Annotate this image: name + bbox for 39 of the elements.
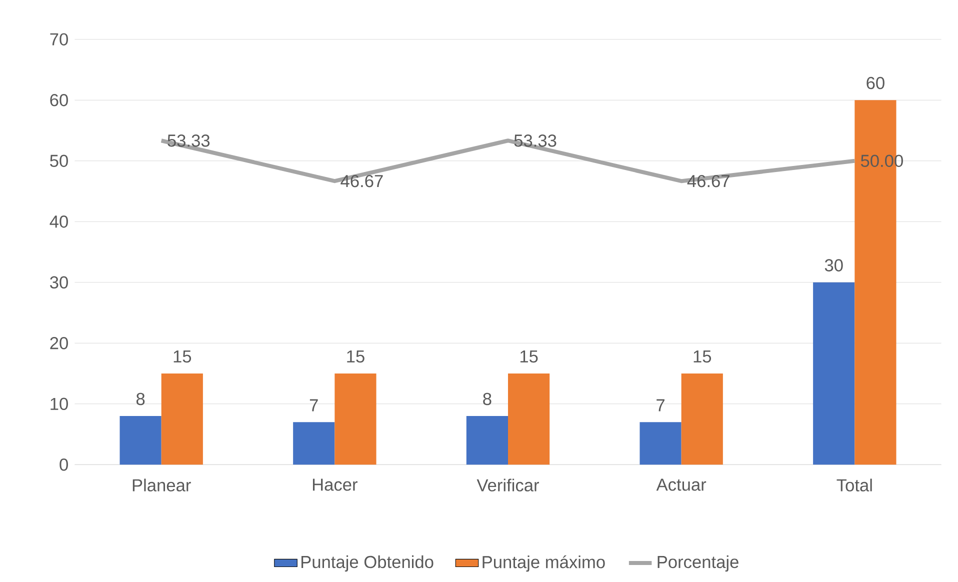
data-label: 53.33	[514, 134, 556, 147]
data-label: 15	[174, 350, 192, 363]
data-label: 46.67	[340, 174, 383, 188]
y-tick-label: 10	[50, 398, 68, 410]
bar	[161, 374, 203, 465]
legend-label: Puntaje máximo	[482, 555, 605, 572]
data-label: 30	[824, 259, 843, 272]
y-tick-label: 20	[50, 336, 68, 350]
x-tick-label: Planear	[132, 478, 191, 492]
data-label: 7	[310, 399, 318, 412]
bar	[466, 416, 508, 465]
data-label: 8	[483, 392, 492, 406]
bar	[681, 374, 723, 465]
bar	[508, 374, 550, 465]
bar	[640, 422, 682, 465]
data-label: 7	[656, 399, 664, 412]
legend-label: Porcentaje	[658, 555, 738, 572]
x-tick-label: Verificar	[476, 478, 540, 492]
x-tick-label: Hacer	[312, 478, 358, 491]
bar	[813, 282, 855, 465]
data-label: 53.33	[168, 134, 210, 147]
y-tick-label: 60	[50, 94, 68, 106]
y-tick-label: 30	[50, 276, 68, 289]
data-label: 15	[520, 350, 538, 363]
x-tick-label: Actuar	[656, 478, 706, 491]
data-label: 15	[694, 350, 712, 363]
bar	[293, 422, 335, 465]
data-label: 60	[866, 76, 884, 90]
bar	[120, 416, 162, 465]
bar	[334, 374, 376, 465]
y-tick-label: 70	[50, 33, 68, 46]
y-tick-label: 0	[60, 458, 68, 471]
data-label: 8	[136, 392, 145, 406]
y-tick-label: 40	[50, 215, 68, 228]
legend-label: Puntaje Obtenido	[301, 555, 434, 572]
data-label: 46.67	[687, 174, 730, 188]
x-tick-label: Total	[836, 478, 872, 492]
data-label: 15	[347, 350, 364, 363]
y-tick-label: 50	[50, 154, 68, 167]
